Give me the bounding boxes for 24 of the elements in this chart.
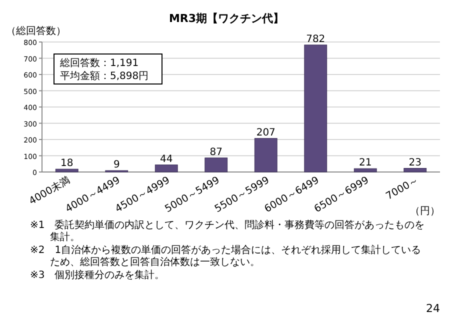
data-label: 87 — [210, 146, 222, 158]
text: ※2 1自治体から複数の単価の回答があった場合には、それぞれ採用して集計しているため、総回答数と回答自治体数は一致しない。 — [30, 244, 422, 268]
bar — [254, 138, 278, 172]
data-label: 782 — [306, 34, 326, 45]
bar — [354, 168, 377, 172]
data-label: 207 — [256, 127, 276, 138]
chart-title: MR3期【ワクチン代】 — [168, 12, 284, 25]
bar — [404, 168, 427, 172]
y-axis-title: （総回答数） — [6, 25, 66, 37]
bar — [304, 44, 328, 172]
bar — [204, 158, 228, 172]
annotation: 平均金額：5,898円 — [60, 70, 149, 82]
bar — [154, 164, 178, 172]
data-label: 23 — [408, 157, 422, 168]
x-axis-title: （円） — [410, 206, 440, 217]
data-label: 21 — [359, 158, 372, 169]
bar — [55, 168, 78, 172]
text: ※1 委託契約単価の内訳として、ワクチン代、問診料・事務費等の回答があったものを集計。 — [30, 219, 425, 243]
data-label: 44 — [160, 154, 173, 165]
annotation: 総回答数：1,191 — [59, 57, 139, 69]
data-label: 9 — [113, 160, 120, 171]
text: 24 — [426, 302, 440, 315]
data-label: 18 — [60, 158, 74, 170]
text: ※3 個別接種分のみを集計。 — [30, 269, 165, 281]
